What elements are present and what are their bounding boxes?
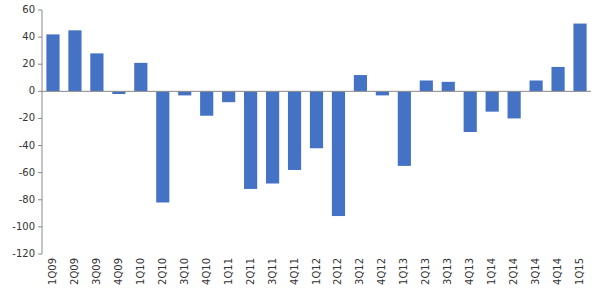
y-tick: [38, 10, 42, 11]
y-tick: [38, 145, 42, 146]
bar: [310, 91, 323, 148]
bar: [486, 91, 499, 111]
x-tick-label: 3Q09: [91, 258, 102, 285]
x-tick-label: 2Q14: [508, 258, 519, 285]
chart-svg: -120 -100 -80 -60 -40 -20 0 20 40 60 1Q09 2Q09 3Q09 4…: [0, 0, 601, 298]
x-tick-label: 4Q11: [289, 258, 300, 285]
x-tick-label: 4Q13: [464, 258, 475, 285]
bar: [68, 30, 81, 91]
y-tick-label: -20: [19, 112, 35, 123]
y-tick: [38, 118, 42, 119]
y-tick-label: 40: [22, 31, 35, 42]
x-tick-label: 2Q12: [332, 258, 343, 285]
x-tick-label: 2Q13: [420, 258, 431, 285]
bar: [156, 91, 169, 202]
y-tick: [38, 172, 42, 173]
bar: [178, 91, 191, 95]
y-tick-label: -100: [12, 221, 35, 232]
x-tick-label: 1Q15: [574, 258, 585, 285]
x-tick-label: 3Q13: [442, 258, 453, 285]
y-tick-label: 0: [29, 85, 35, 96]
bar: [222, 91, 235, 102]
x-tick-label: 1Q14: [486, 258, 497, 285]
y-tick-label: 20: [22, 58, 35, 69]
bar: [464, 91, 477, 132]
y-tick-label: -60: [19, 167, 35, 178]
y-tick-label: 60: [22, 4, 35, 15]
y-tick: [38, 226, 42, 227]
bar: [376, 91, 389, 95]
bar: [46, 34, 59, 91]
y-tick: [38, 199, 42, 200]
bar: [134, 63, 147, 91]
zero-line: [42, 91, 591, 92]
x-tick-label: 3Q11: [267, 258, 278, 285]
y-tick: [38, 37, 42, 38]
bar: [354, 75, 367, 91]
x-tick-label: 4Q12: [376, 258, 387, 285]
x-tick-label: 3Q10: [179, 258, 190, 285]
bar: [200, 91, 213, 115]
bar: [398, 91, 411, 166]
y-axis-line: [42, 10, 43, 254]
bar: [266, 91, 279, 183]
x-tick-label: 2Q11: [245, 258, 256, 285]
x-tick-label: 4Q10: [201, 258, 212, 285]
y-tick: [38, 91, 42, 92]
y-tick-label: -40: [19, 140, 35, 151]
bar: [530, 80, 543, 91]
y-tick: [38, 64, 42, 65]
x-tick-label: 1Q10: [135, 258, 146, 285]
x-tick-label: 1Q13: [398, 258, 409, 285]
x-tick-label: 3Q14: [530, 258, 541, 285]
bar: [551, 67, 564, 91]
x-tick-label: 2Q09: [69, 258, 80, 285]
y-tick-label: -120: [12, 248, 35, 259]
bar: [573, 24, 586, 92]
bar: [442, 82, 455, 91]
bar: [420, 80, 433, 91]
y-tick-label: -80: [19, 194, 35, 205]
y-tick: [38, 254, 42, 255]
x-tick-label: 2Q10: [157, 258, 168, 285]
bars: [46, 24, 586, 216]
x-tick-label: 3Q12: [354, 258, 365, 285]
bar: [288, 91, 301, 170]
x-tick-label: 4Q09: [113, 258, 124, 285]
x-tick-label: 1Q11: [223, 258, 234, 285]
bar: [244, 91, 257, 189]
bar: [508, 91, 521, 118]
bar: [332, 91, 345, 216]
x-tick-label: 4Q14: [552, 258, 563, 285]
x-tick-label: 1Q09: [47, 258, 58, 285]
bar: [90, 53, 103, 91]
x-tick-label: 1Q12: [311, 258, 322, 285]
chart-container: -120 -100 -80 -60 -40 -20 0 20 40 60 1Q09 2Q09 3Q09 4…: [0, 0, 601, 298]
